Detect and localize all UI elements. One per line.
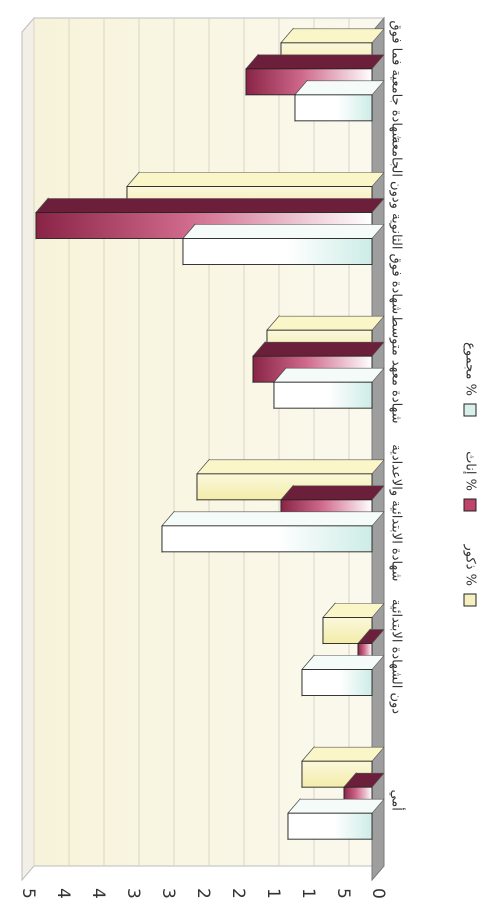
bar-5-2 [294,79,385,122]
y-tick-label: 30 [158,888,178,899]
category-label: دون الشهادة الابتدائية [389,599,404,714]
bar-0-2 [287,798,385,841]
y-tick-label: 35 [123,888,143,899]
category-label: أمي [389,789,406,810]
legend-label: مجموع % [463,342,478,396]
y-tick-label: 20 [228,888,248,899]
category-label: شهادة معهد متوسط [389,315,404,424]
legend-swatch [463,593,477,607]
bar-1-2 [301,654,385,697]
legend-swatch [463,403,477,417]
y-tick-label: 15 [263,888,283,899]
bar-3-2 [273,367,385,410]
legend-label: ذكور % [463,544,478,586]
y-tick-label: 25 [193,888,213,899]
legend-swatch [463,498,477,512]
bar-2-2 [161,510,385,553]
y-tick-label: 45 [53,888,73,899]
legend-label: إناث % [463,451,478,491]
category-label: شهادة فوق الثانوية ودون الجامعة [389,137,404,314]
category-label: شهادة جامعية فما فوق [389,20,404,143]
y-tick-label: 50 [18,888,38,899]
y-tick-label: 10 [298,888,318,899]
y-tick-label: 5 [333,888,353,899]
bar-4-2 [182,223,385,266]
chart-side-wall [21,16,35,882]
y-tick-label: 0 [368,888,388,899]
category-label: شهادة الابتدائية والاعدادية [389,444,404,581]
y-tick-label: 40 [88,888,108,899]
